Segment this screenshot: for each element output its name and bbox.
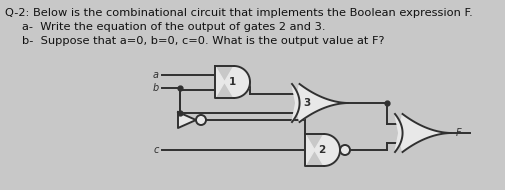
Text: a: a	[153, 70, 159, 80]
Text: a-  Write the equation of the output of gates 2 and 3.: a- Write the equation of the output of g…	[22, 22, 326, 32]
Text: 2: 2	[319, 145, 326, 155]
Text: b-  Suppose that a=0, b=0, c=0. What is the output value at F?: b- Suppose that a=0, b=0, c=0. What is t…	[22, 36, 384, 46]
Text: 3: 3	[303, 98, 311, 108]
Circle shape	[340, 145, 350, 155]
Text: b: b	[153, 83, 159, 93]
Polygon shape	[305, 134, 340, 166]
Polygon shape	[395, 114, 450, 152]
Text: c: c	[154, 145, 159, 155]
Text: F: F	[456, 128, 461, 138]
Text: Q-2: Below is the combinational circuit that implements the Boolean expression F: Q-2: Below is the combinational circuit …	[5, 8, 473, 18]
Text: 1: 1	[228, 77, 236, 87]
Circle shape	[196, 115, 206, 125]
Polygon shape	[215, 66, 250, 98]
Polygon shape	[292, 84, 347, 122]
Polygon shape	[178, 112, 196, 128]
